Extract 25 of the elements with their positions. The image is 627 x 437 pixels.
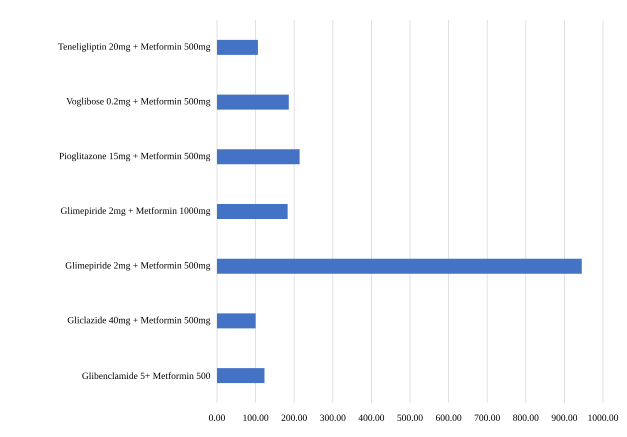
y-tick-label: Teneligliptin 20mg + Metformin 500mg <box>58 42 210 52</box>
y-tick-label: Glimepiride 2mg + Metformin 1000mg <box>60 207 210 216</box>
x-tick-label: 400.00 <box>358 414 384 421</box>
bar <box>217 258 582 274</box>
x-tick-label: 700.00 <box>474 414 500 421</box>
x-tick-label: 100.00 <box>243 414 268 421</box>
x-tick-label: 0.00 <box>209 414 225 421</box>
x-tick-label: 800.00 <box>513 414 539 421</box>
x-tick-label: 200.00 <box>282 414 307 421</box>
bar <box>217 149 300 164</box>
y-tick-label: Voglibose 0.2mg + Metformin 500mg <box>66 98 210 106</box>
bar <box>217 204 288 220</box>
x-tick-label: 300.00 <box>320 414 346 421</box>
x-tick-label: 900.00 <box>552 414 578 421</box>
bar <box>217 368 264 384</box>
bar <box>217 313 256 328</box>
y-tick-label: Pioglitazone 15mg + Metformin 500mg <box>59 152 210 162</box>
x-tick-label: 1000.00 <box>588 414 618 421</box>
x-tick-label: 600.00 <box>436 414 462 421</box>
x-tick-label: 500.00 <box>397 414 423 421</box>
bar <box>217 94 289 110</box>
y-tick-label: Glibenclamide 5+ Metformin 500 <box>82 372 210 380</box>
y-tick-label: Gliclazide 40mg + Metformin 500mg <box>68 316 210 326</box>
y-tick-label: Glimepiride 2mg + Metformin 500mg <box>66 262 210 271</box>
bar <box>217 40 258 55</box>
